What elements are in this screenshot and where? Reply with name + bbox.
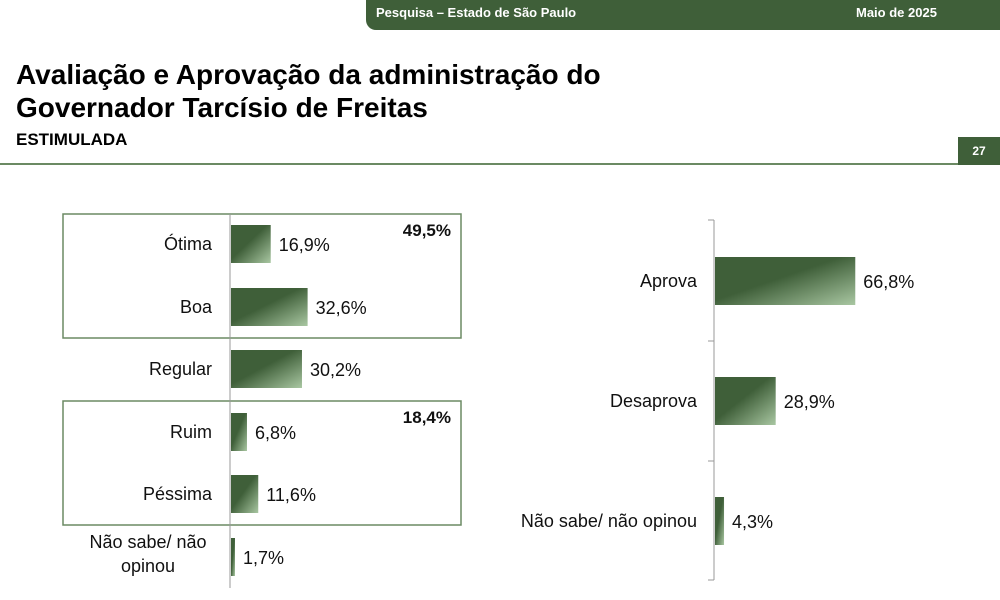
category-label-pessima: Péssima — [143, 484, 213, 504]
category-label-otima: Ótima — [164, 233, 213, 254]
value-label-aprova: 66,8% — [863, 272, 914, 292]
category-label-regular: Regular — [149, 359, 212, 379]
top-header-bar: Pesquisa – Estado de São Paulo Maio de 2… — [366, 0, 1000, 30]
bar-otima — [231, 225, 271, 263]
bar-aprova — [715, 257, 856, 305]
bar-ruim — [231, 413, 247, 451]
page-number: 27 — [958, 137, 1000, 165]
value-label-nao-sabe-nao-opinou: 4,3% — [732, 512, 773, 532]
page-title: Avaliação e Aprovação da administração d… — [16, 59, 601, 123]
value-label-nao-sabe-nao-opinou: 1,7% — [243, 548, 284, 568]
category-label-ruim: Ruim — [170, 422, 212, 442]
value-label-desaprova: 28,9% — [784, 392, 835, 412]
bar-boa — [231, 288, 308, 326]
category-label-boa: Boa — [180, 297, 213, 317]
value-label-ruim: 6,8% — [255, 423, 296, 443]
value-label-boa: 32,6% — [316, 298, 367, 318]
group-total-2: 18,4% — [403, 408, 451, 427]
bar-pessima — [231, 475, 259, 513]
bar-desaprova — [715, 377, 776, 425]
bar-regular — [231, 350, 302, 388]
survey-date: Maio de 2025 — [856, 5, 937, 20]
value-label-regular: 30,2% — [310, 360, 361, 380]
value-label-pessima: 11,6% — [266, 485, 316, 505]
evaluation-chart: 49,5% 18,4% 16,9% Ótima 32,6% Boa 30,2% Regular… — [62, 213, 462, 588]
group-total-1: 49,5% — [403, 221, 451, 240]
value-label-otima: 16,9% — [279, 235, 330, 255]
category-label-nao-sabe-nao-opinou: Não sabe/ não opinou — [521, 511, 697, 531]
bar-nao-sabe-nao-opinou — [231, 538, 235, 576]
group-frame-1 — [62, 213, 462, 339]
title-divider — [0, 163, 958, 165]
category-label-aprova: Aprova — [640, 271, 698, 291]
approval-chart: 66,8% Aprova 28,9% Desaprova 4,3% Não sabe/ n… — [521, 219, 914, 581]
category-label-desaprova: Desaprova — [610, 391, 698, 411]
page-subtitle: ESTIMULADA — [16, 130, 128, 149]
survey-label: Pesquisa – Estado de São Paulo — [376, 5, 577, 20]
bar-nao-sabe-nao-opinou — [715, 497, 725, 545]
category-label-nao-sabe-nao-opinou: Não sabe/ não opinou — [89, 532, 206, 576]
group-frame-2 — [62, 400, 462, 526]
